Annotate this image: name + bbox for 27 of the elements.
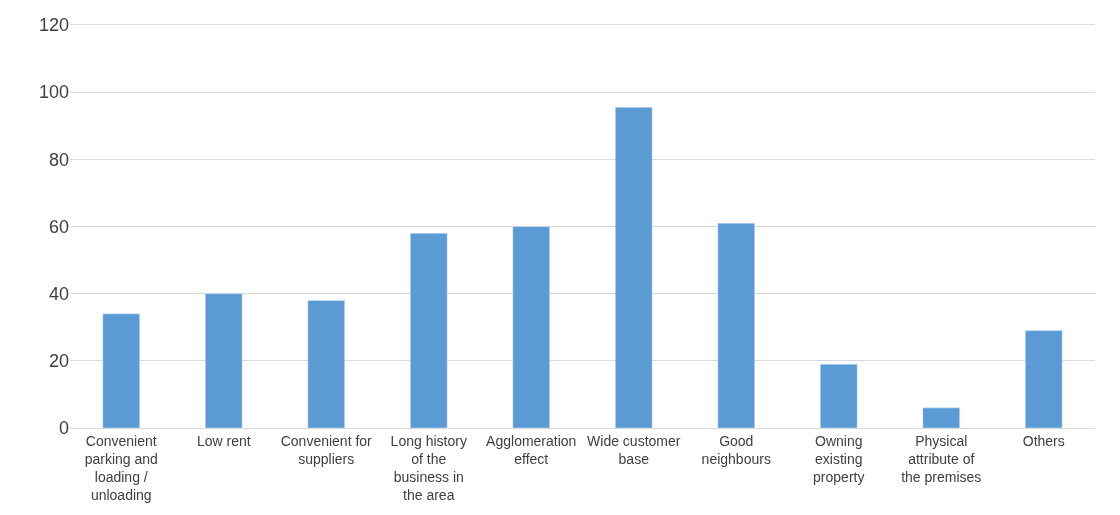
x-tick-label: Low rent	[196, 432, 251, 449]
y-tick-label: 80	[48, 149, 69, 170]
y-tick-label: 20	[48, 351, 69, 372]
x-tick-label: Convenient parking and loading / unloading	[84, 432, 158, 504]
bar	[820, 363, 858, 428]
x-tick-label: Long history of the business in the area	[390, 432, 467, 504]
bar	[922, 407, 960, 428]
bar	[615, 107, 653, 428]
bar	[205, 293, 243, 428]
x-tick-label: Others	[1022, 432, 1065, 449]
x-tick-label: Convenient for suppliers	[280, 432, 373, 467]
bar	[717, 222, 755, 428]
bar	[1025, 330, 1063, 428]
bar	[307, 300, 345, 428]
bar	[102, 313, 140, 428]
x-tick-label: Good neighbours	[701, 432, 771, 467]
y-tick-label: 60	[48, 216, 69, 237]
y-tick-label: 100	[38, 82, 69, 103]
bar	[512, 226, 550, 428]
bar	[410, 232, 448, 428]
y-tick-label: 40	[48, 283, 69, 304]
x-tick-label: Owning existing property	[813, 432, 865, 486]
x-tick-label: Agglomeration effect	[486, 432, 577, 467]
x-tick-label: Wide customer base	[587, 432, 681, 467]
y-tick-label: 0	[58, 418, 69, 439]
y-tick-label: 120	[38, 15, 69, 36]
x-tick-label: Physical attribute of the premises	[901, 432, 982, 486]
